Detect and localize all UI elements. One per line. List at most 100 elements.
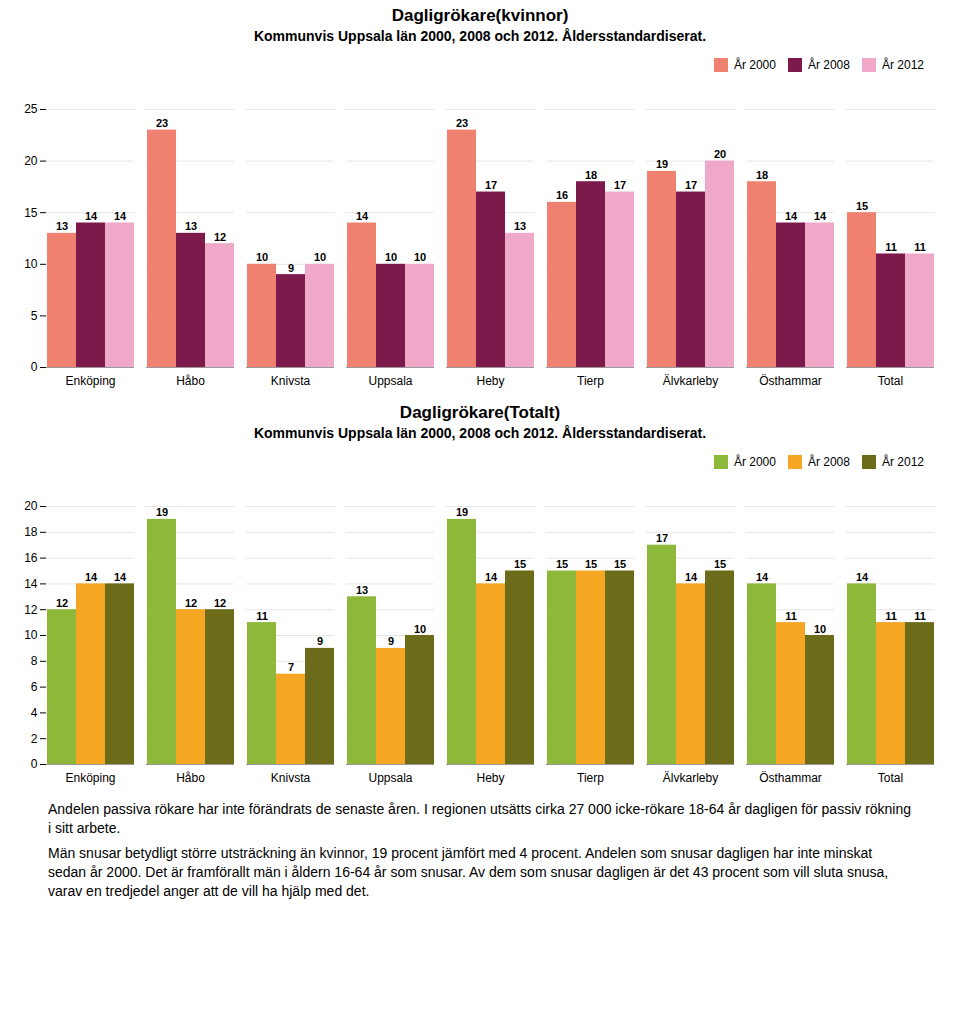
svg-text:14: 14 — [685, 571, 698, 583]
html-text:År 2008: År 2008 — [807, 57, 850, 72]
svg-text:9: 9 — [288, 262, 294, 274]
svg-text:4: 4 — [31, 706, 38, 720]
svg-text:16: 16 — [556, 189, 568, 201]
svg-text:18: 18 — [756, 169, 768, 181]
svg-text:12: 12 — [56, 597, 68, 609]
svg-text:11: 11 — [785, 610, 797, 622]
svg-text:18: 18 — [585, 169, 597, 181]
svg-text:9: 9 — [317, 635, 323, 647]
svg-text:0: 0 — [31, 757, 38, 771]
svg-text:17: 17 — [685, 179, 697, 191]
svg-text:17: 17 — [656, 532, 668, 544]
svg-text:Heby: Heby — [476, 771, 504, 785]
svg-text:20: 20 — [24, 154, 38, 168]
svg-text:17: 17 — [614, 179, 626, 191]
svg-text:8: 8 — [31, 654, 38, 668]
svg-text:11: 11 — [885, 241, 897, 253]
svg-text:20: 20 — [714, 148, 726, 160]
svg-text:12: 12 — [24, 603, 38, 617]
html-text:År 2000: År 2000 — [733, 454, 776, 469]
svg-text:10: 10 — [385, 251, 397, 263]
svg-text:14: 14 — [756, 571, 769, 583]
svg-text:23: 23 — [156, 117, 168, 129]
svg-text:Uppsala: Uppsala — [368, 374, 412, 388]
html-text:Dagligrökare(Totalt): Dagligrökare(Totalt) — [399, 403, 561, 422]
svg-text:18: 18 — [24, 525, 38, 539]
svg-text:14: 14 — [114, 571, 127, 583]
html-text:År 2012: År 2012 — [882, 57, 924, 72]
svg-text:10: 10 — [314, 251, 326, 263]
html-text:Män snusar betydligt större ut: Män snusar betydligt större utsträckning… — [48, 844, 889, 899]
svg-text:Älvkarleby: Älvkarleby — [663, 374, 718, 388]
svg-text:17: 17 — [485, 179, 497, 191]
svg-text:11: 11 — [914, 241, 926, 253]
svg-text:14: 14 — [85, 210, 98, 222]
html-text:Kommunvis Uppsala län 2000, 20: Kommunvis Uppsala län 2000, 2008 och 201… — [254, 425, 706, 441]
svg-text:11: 11 — [914, 610, 926, 622]
svg-text:14: 14 — [24, 577, 38, 591]
svg-text:Tierp: Tierp — [577, 771, 604, 785]
html-text:År 2000: År 2000 — [733, 57, 776, 72]
svg-text:16: 16 — [24, 551, 38, 565]
svg-text:13: 13 — [185, 220, 197, 232]
svg-text:25: 25 — [24, 102, 38, 116]
svg-text:14: 14 — [785, 210, 798, 222]
svg-text:15: 15 — [24, 206, 38, 220]
svg-text:9: 9 — [388, 635, 394, 647]
svg-text:11: 11 — [885, 610, 897, 622]
svg-text:14: 14 — [814, 210, 827, 222]
svg-text:19: 19 — [656, 158, 668, 170]
svg-text:Tierp: Tierp — [577, 374, 604, 388]
svg-text:0: 0 — [31, 360, 38, 374]
svg-text:Älvkarleby: Älvkarleby — [663, 771, 718, 785]
svg-text:Uppsala: Uppsala — [368, 771, 412, 785]
svg-text:13: 13 — [56, 220, 68, 232]
svg-text:15: 15 — [514, 558, 526, 570]
svg-text:Knivsta: Knivsta — [271, 771, 311, 785]
svg-text:2: 2 — [31, 732, 38, 746]
svg-text:13: 13 — [514, 220, 526, 232]
svg-text:10: 10 — [414, 623, 426, 635]
svg-text:13: 13 — [356, 584, 368, 596]
svg-text:Knivsta: Knivsta — [271, 374, 311, 388]
svg-text:12: 12 — [214, 597, 226, 609]
svg-text:15: 15 — [714, 558, 726, 570]
svg-text:Total: Total — [878, 771, 903, 785]
svg-text:20: 20 — [24, 499, 38, 513]
svg-text:10: 10 — [814, 623, 826, 635]
html-text:Kommunvis Uppsala län 2000, 20: Kommunvis Uppsala län 2000, 2008 och 201… — [254, 28, 706, 44]
svg-text:Enköping: Enköping — [65, 374, 115, 388]
svg-text:11: 11 — [256, 610, 268, 622]
html-text:Andelen passiva rökare har int: Andelen passiva rökare har inte förändra… — [48, 801, 912, 836]
svg-text:15: 15 — [856, 200, 868, 212]
svg-text:12: 12 — [214, 231, 226, 243]
svg-text:15: 15 — [614, 558, 626, 570]
svg-text:Enköping: Enköping — [65, 771, 115, 785]
svg-text:10: 10 — [24, 257, 38, 271]
svg-text:Östhammar: Östhammar — [759, 374, 822, 388]
svg-text:Östhammar: Östhammar — [759, 771, 822, 785]
svg-text:15: 15 — [585, 558, 597, 570]
svg-text:12: 12 — [185, 597, 197, 609]
svg-text:10: 10 — [24, 628, 38, 642]
svg-text:7: 7 — [288, 661, 294, 673]
svg-text:14: 14 — [485, 571, 498, 583]
svg-text:14: 14 — [856, 571, 869, 583]
svg-text:14: 14 — [356, 210, 369, 222]
svg-text:19: 19 — [156, 506, 168, 518]
svg-text:Håbo: Håbo — [176, 771, 205, 785]
svg-text:15: 15 — [556, 558, 568, 570]
svg-text:23: 23 — [456, 117, 468, 129]
svg-text:10: 10 — [414, 251, 426, 263]
html-text:År 2008: År 2008 — [807, 454, 850, 469]
html-text:Dagligrökare(kvinnor): Dagligrökare(kvinnor) — [391, 6, 569, 25]
svg-text:Total: Total — [878, 374, 903, 388]
svg-text:19: 19 — [456, 506, 468, 518]
svg-text:6: 6 — [31, 680, 38, 694]
svg-text:5: 5 — [31, 309, 38, 323]
svg-text:10: 10 — [256, 251, 268, 263]
svg-text:Heby: Heby — [476, 374, 504, 388]
svg-text:14: 14 — [85, 571, 98, 583]
svg-text:14: 14 — [114, 210, 127, 222]
svg-text:Håbo: Håbo — [176, 374, 205, 388]
